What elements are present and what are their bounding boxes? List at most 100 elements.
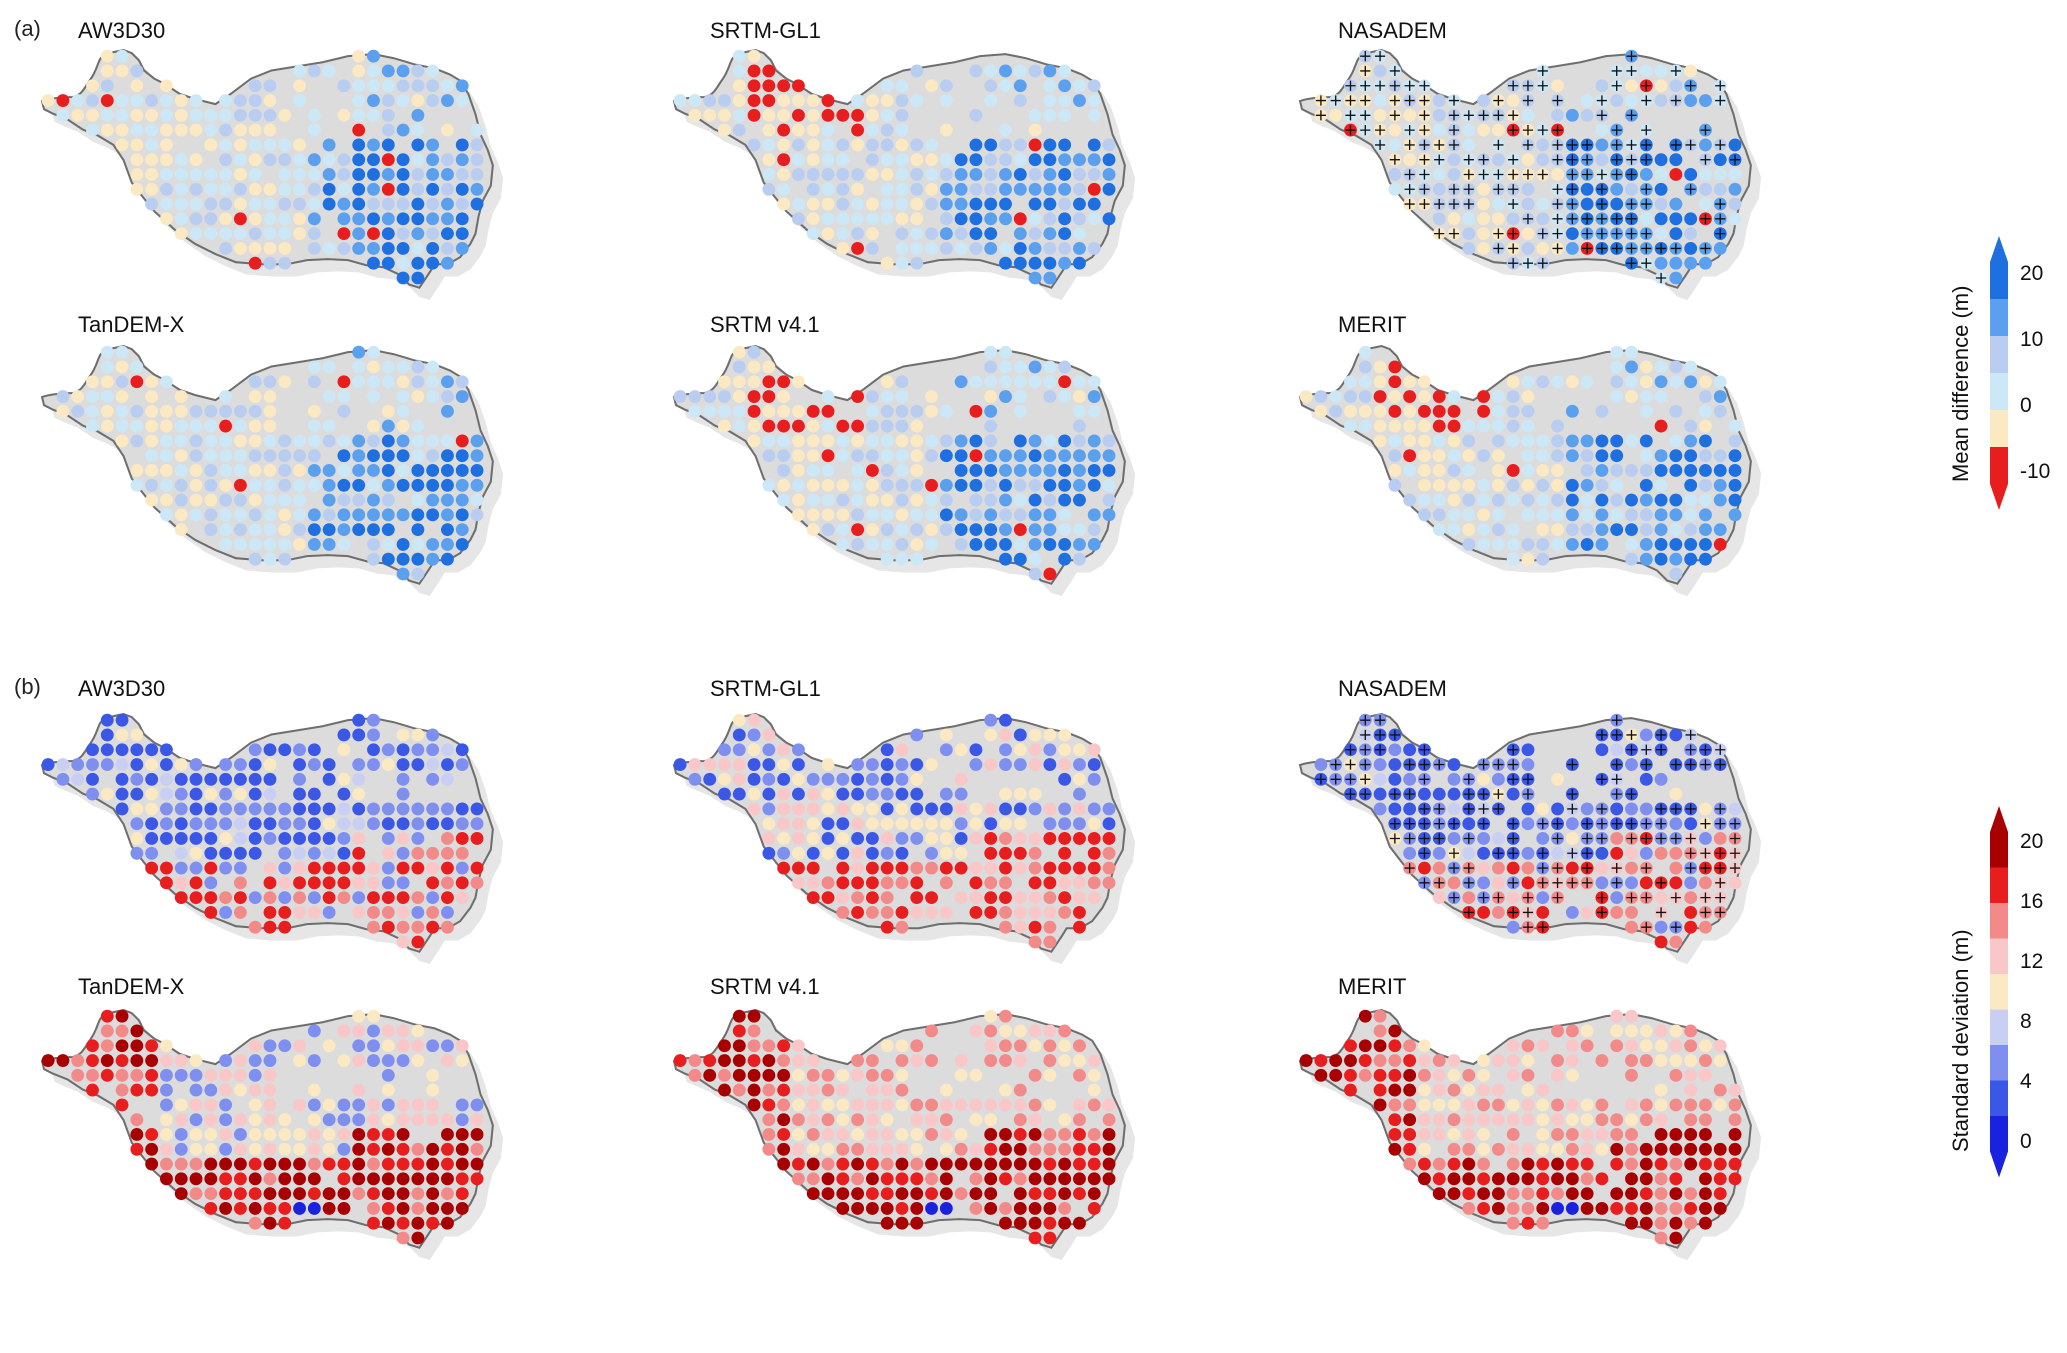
significance-plus-marker	[1655, 877, 1667, 888]
legend-mean-colorbar-top-arrow	[1990, 236, 2008, 262]
grid-cell-dot	[381, 153, 395, 167]
grid-cell-dot	[263, 1039, 277, 1053]
significance-plus-marker	[1582, 213, 1593, 224]
map-title-a-srtm-gl1: SRTM-GL1	[710, 18, 821, 43]
grid-cell-dot	[1536, 1128, 1550, 1141]
significance-plus-marker	[1537, 169, 1548, 180]
grid-cell-dot	[865, 449, 879, 463]
grid-cell-dot	[263, 390, 277, 403]
grid-cell-dot	[1654, 182, 1668, 196]
grid-cell-dot	[381, 920, 395, 934]
grid-cell-dot	[762, 802, 776, 816]
grid-cell-dot	[293, 876, 306, 890]
grid-cell-dot	[880, 906, 894, 919]
significance-plus-marker	[1508, 184, 1519, 195]
grid-cell-dot	[1580, 1039, 1594, 1053]
grid-cell-dot	[1699, 138, 1712, 152]
grid-cell-dot	[71, 1068, 85, 1082]
significance-plus-marker	[1360, 65, 1371, 77]
grid-cell-dot	[204, 1128, 218, 1141]
grid-cell-dot	[204, 802, 218, 816]
grid-cell-dot	[792, 1172, 805, 1186]
grid-cell-dot	[145, 182, 159, 196]
grid-cell-dot	[836, 1142, 850, 1156]
significance-plus-marker	[1626, 744, 1637, 755]
grid-cell-dot	[851, 419, 865, 433]
significance-plus-marker	[1493, 184, 1504, 195]
grid-cell-dot	[1028, 906, 1042, 919]
grid-cell-dot	[1043, 1202, 1057, 1215]
grid-cell-dot	[925, 493, 938, 507]
grid-cell-dot	[1713, 168, 1727, 181]
significance-plus-marker	[1360, 774, 1371, 785]
grid-cell-dot	[278, 832, 292, 845]
significance-plus-marker	[1419, 139, 1430, 150]
grid-cell-dot	[865, 538, 879, 551]
grid-cell-dot	[470, 493, 484, 507]
grid-cell-dot	[455, 1039, 469, 1053]
grid-cell-dot	[455, 212, 469, 226]
grid-cell-dot	[248, 375, 262, 389]
grid-cell-dot	[836, 434, 850, 448]
grid-cell-dot	[248, 478, 262, 492]
grid-cell-dot	[441, 846, 454, 860]
significance-plus-marker	[1611, 877, 1622, 888]
grid-cell-dot	[278, 434, 292, 448]
grid-cell-dot	[1403, 1068, 1417, 1082]
significance-plus-marker	[1611, 789, 1622, 800]
grid-cell-dot	[1013, 817, 1027, 831]
grid-cell-dot	[174, 449, 188, 463]
grid-cell-dot	[337, 523, 351, 537]
grid-cell-dot	[426, 138, 440, 152]
grid-cell-dot	[426, 1068, 440, 1082]
grid-cell-dot	[718, 1083, 731, 1097]
grid-cell-dot	[1073, 743, 1086, 757]
grid-cell-dot	[233, 212, 247, 226]
map-b-2	[1298, 713, 1762, 964]
grid-cell-dot	[248, 802, 262, 816]
grid-cell-dot	[115, 375, 129, 389]
grid-cell-dot	[1058, 508, 1072, 522]
grid-cell-dot	[1684, 1039, 1698, 1053]
grid-cell-dot	[145, 94, 159, 107]
grid-cell-dot	[278, 108, 292, 122]
grid-cell-dot	[367, 743, 380, 757]
grid-cell-dot	[1477, 772, 1491, 786]
grid-cell-dot	[263, 108, 277, 122]
grid-cell-dot	[263, 182, 277, 196]
grid-cell-dot	[293, 802, 306, 816]
grid-cell-dot	[925, 1024, 938, 1038]
grid-cell-dot	[925, 906, 938, 919]
grid-cell-dot	[441, 1172, 454, 1186]
grid-cell-dot	[293, 1202, 306, 1215]
grid-cell-dot	[1432, 1054, 1446, 1067]
grid-cell-dot	[895, 832, 909, 845]
grid-cell-dot	[160, 1054, 173, 1067]
grid-cell-dot	[145, 1083, 159, 1097]
grid-cell-dot	[806, 508, 820, 522]
grid-cell-dot	[189, 508, 203, 522]
grid-cell-dot	[1713, 404, 1727, 418]
grid-cell-dot	[851, 94, 865, 107]
grid-cell-dot	[337, 1128, 351, 1141]
grid-cell-dot	[233, 1128, 247, 1141]
grid-cell-dot	[367, 876, 380, 890]
grid-cell-dot	[1551, 1098, 1564, 1112]
grid-cell-dot	[1595, 434, 1609, 448]
grid-cell-dot	[1073, 79, 1086, 93]
significance-plus-marker	[1360, 759, 1371, 770]
grid-cell-dot	[1491, 404, 1505, 418]
map-title-b-aw3d30: AW3D30	[78, 676, 166, 701]
grid-cell-dot	[426, 1039, 440, 1053]
grid-cell-dot	[895, 1068, 909, 1082]
grid-cell-dot	[278, 802, 292, 816]
significance-plus-marker	[1315, 774, 1327, 785]
grid-cell-dot	[1462, 508, 1476, 522]
grid-cell-dot	[189, 108, 203, 122]
grid-cell-dot	[865, 242, 879, 255]
significance-plus-marker	[1315, 95, 1327, 106]
grid-cell-dot	[1639, 802, 1653, 816]
grid-cell-dot	[204, 1157, 218, 1171]
grid-cell-dot	[880, 1068, 894, 1082]
grid-cell-dot	[1447, 153, 1461, 167]
